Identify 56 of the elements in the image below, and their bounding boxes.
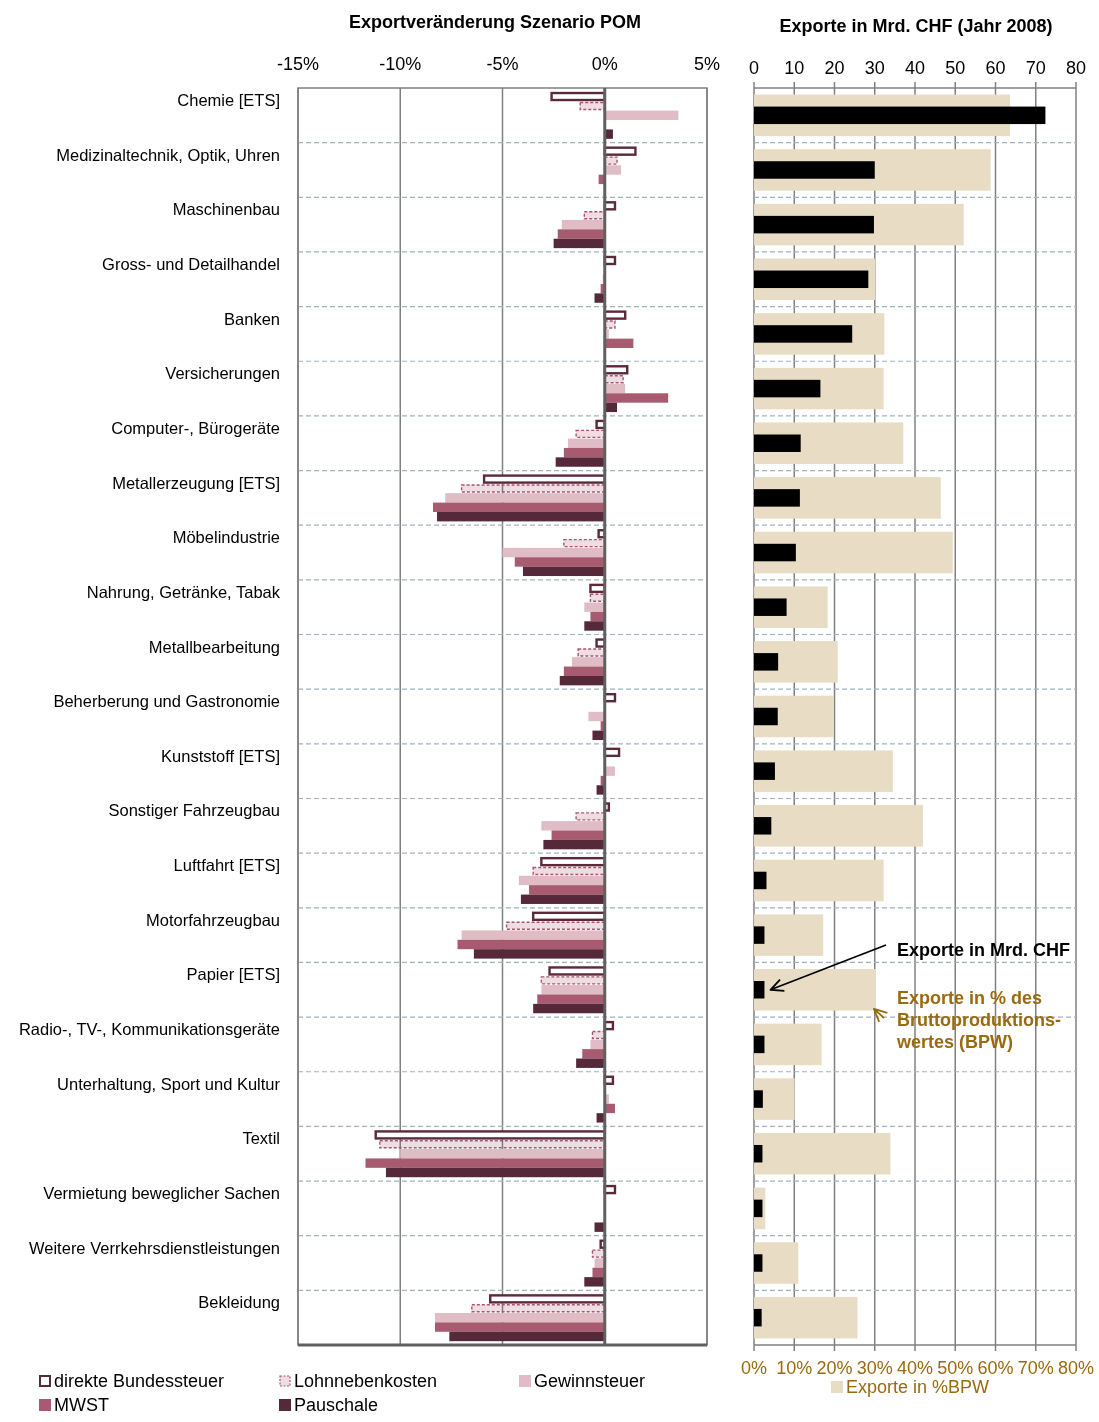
x2-tick-label: 10 (784, 58, 805, 78)
chart-title: Exportveränderung Szenario POM (348, 12, 642, 32)
x-tick-label: 0% (740, 1358, 768, 1378)
x-tick-label: 50% (937, 1358, 974, 1378)
legend-label: MWST (54, 1395, 109, 1415)
y-tick-label: Vermietung beweglicher Sachen (43, 1184, 280, 1203)
x-tick-label: 30% (856, 1358, 893, 1378)
x-tick-label: 40% (896, 1358, 934, 1378)
x-tick-label: 60% (977, 1358, 1014, 1378)
y-tick-label: Textil (242, 1129, 280, 1148)
y-tick-label: Chemie [ETS] (177, 91, 280, 109)
y-tick-label: Versicherungen (165, 364, 280, 383)
x2-tick-label: 0 (748, 58, 760, 78)
legend-label: Exporte in %BPW (846, 1377, 990, 1397)
x2-tick-label: 50 (945, 58, 966, 78)
y-tick-label: Sonstiger Fahrzeugbau (108, 801, 280, 820)
y-tick-label: Radio-, TV-, Kommunikationsgeräte (18, 1020, 280, 1039)
x-tick-label: 80% (1057, 1358, 1095, 1378)
y-tick-label: Weitere Verrkehrsdienstleistungen (29, 1238, 280, 1257)
x-tick-label: -15% (276, 54, 320, 74)
y-tick-label: Banken (224, 309, 280, 328)
y-tick-label: Luftfahrt [ETS] (173, 856, 280, 875)
y-tick-label: Papier [ETS] (186, 965, 280, 984)
y-tick-label: Gross- und Detailhandel (102, 254, 280, 273)
x2-tick-label: 20 (824, 58, 845, 78)
x-tick-label: 5% (693, 54, 721, 74)
y-tick-label: Möbelindustrie (172, 528, 280, 547)
y-tick-label: Metallerzeugung [ETS] (112, 473, 280, 492)
legend-label: direkte Bundessteuer (54, 1371, 225, 1391)
y-tick-label: Metallbearbeitung (148, 637, 280, 656)
x-tick-label: -10% (379, 54, 422, 74)
x-tick-label: 20% (816, 1358, 853, 1378)
x2-tick-label: 60 (985, 58, 1006, 78)
legend-label: Pauschale (294, 1395, 379, 1415)
y-tick-label: Unterhaltung, Sport und Kultur (57, 1074, 281, 1093)
y-tick-label: Maschinenbau (172, 200, 280, 219)
x2-tick-label: 40 (904, 58, 926, 78)
x2-tick-label: 80 (1065, 58, 1087, 78)
x2-tick-label: 70 (1025, 58, 1046, 78)
legend-label: Lohnnebenkosten (294, 1371, 438, 1391)
x-tick-label: -5% (486, 54, 519, 74)
annotation: Exporte in Mrd. CHF (897, 940, 1071, 960)
x-tick-label: 70% (1017, 1358, 1054, 1378)
y-tick-label: Bekleidung (198, 1293, 280, 1312)
y-tick-label: Motorfahrzeugbau (146, 910, 280, 929)
y-tick-label: Nahrung, Getränke, Tabak (86, 582, 281, 601)
y-tick-label: Beherberung und Gastronomie (53, 692, 280, 711)
y-tick-label: Medizinaltechnik, Optik, Uhren (56, 145, 280, 164)
annotation: Exporte in % des Bruttoproduktions-wertes (BPW) (896, 988, 1061, 1052)
y-tick-label: Kunststoff [ETS] (161, 746, 280, 765)
legend-label: Gewinnsteuer (534, 1371, 646, 1391)
x-tick-label: 0% (591, 54, 618, 74)
chart-title: Exporte in Mrd. CHF (Jahr 2008) (779, 16, 1053, 36)
x-tick-label: 10% (776, 1358, 813, 1378)
y-tick-label: Computer-, Bürogeräte (111, 418, 280, 437)
x2-tick-label: 30 (864, 58, 885, 78)
